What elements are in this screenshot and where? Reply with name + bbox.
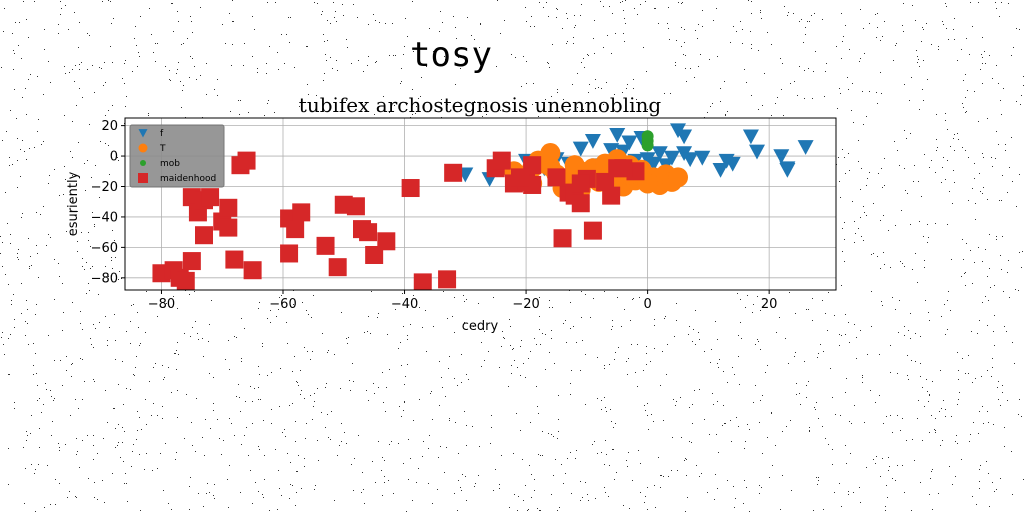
series-3-point [511,168,529,187]
series-3-point [201,188,220,207]
series-0-point [651,146,668,162]
figure-suptitle: tosy [410,35,492,75]
series-0-point [742,129,759,145]
legend-label: f [160,129,164,139]
y-tick-label: 20 [101,119,118,134]
series-3-point [444,163,463,182]
data-markers [152,123,814,290]
series-3-point [602,186,621,205]
y-tick-label: 0 [110,150,118,165]
plot-background [125,118,836,290]
series-3-point [292,203,311,222]
y-tick-label: −80 [91,271,118,286]
series-0-point [663,150,680,166]
x-tick-label: 20 [761,297,778,312]
x-tick-label: −60 [269,297,296,312]
x-tick-label: −40 [391,297,418,312]
series-0-point [712,162,729,178]
series-3-point [401,179,420,198]
x-tick-label: −80 [148,297,175,312]
series-0-point [694,150,711,166]
series-3-point [413,273,432,290]
series-0-point [724,156,741,172]
series-3-point [346,197,365,216]
series-0-point [584,134,601,149]
series-0-point [676,129,693,145]
series-3-point [438,270,457,289]
y-tick-label: −60 [91,241,118,256]
series-0-point [773,149,790,165]
series-3-point [219,218,238,237]
series-0-point [749,144,765,160]
series-3-point [571,194,590,213]
legend-box [129,124,225,188]
x-axis-label: cedry [462,319,499,334]
series-3-point [286,220,305,239]
series-3-point [195,226,213,245]
legend-marker [138,143,148,153]
series-0-point [779,162,796,178]
series-3-point [614,159,633,178]
legend-marker [138,129,148,138]
series-3-point [280,244,299,263]
series-3-point [182,252,201,271]
legend-marker [138,173,148,183]
series-0-point [682,152,699,168]
legend-label: maidenhood [160,174,216,184]
legend-label: T [159,144,166,154]
x-tick-label: −20 [512,297,539,312]
series-3-point [328,258,347,277]
plot-frame [124,117,837,291]
y-axis-label: esuriently [66,171,81,236]
series-3-point [547,168,566,187]
series-0-point [621,135,638,151]
y-tick-label: −20 [91,180,118,195]
series-0-point [797,140,814,155]
series-3-point [571,174,590,193]
series-3-point [237,151,256,170]
legend-marker [140,160,146,166]
series-3-point [359,223,378,242]
series-3-point [225,250,244,269]
series-3-point [377,232,396,251]
series-3-point [553,229,572,248]
series-3-point [176,271,195,290]
series-3-point [596,172,615,191]
series-3-point [365,245,384,264]
legend-label: mob [160,159,180,169]
series-0-point [603,143,620,158]
series-0-point [645,156,662,172]
series-0-point [609,127,626,143]
series-0-point [572,141,589,157]
axes-title: tubifex archostegnosis unennobling [299,93,662,117]
series-3-point [492,151,511,170]
series-3-point [243,261,262,280]
x-tick-label: 0 [643,297,651,312]
series-3-point [583,221,602,240]
y-tick-label: −40 [91,210,118,225]
series-3-point [219,198,238,217]
series-1-point [668,167,688,188]
axis-ticks: −80 −60 −40 −20 0 20 −80 −60 −40 −20 0 20 [91,119,778,312]
series-3-point [316,236,335,255]
series-2-point [641,139,654,152]
series-1-point [540,143,561,164]
